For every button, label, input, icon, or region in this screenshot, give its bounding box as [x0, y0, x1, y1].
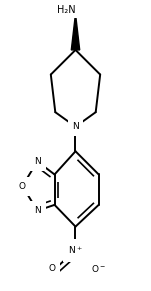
Text: O$^-$: O$^-$: [91, 263, 106, 274]
Text: N$^+$: N$^+$: [68, 244, 83, 256]
Polygon shape: [71, 14, 80, 50]
Text: N: N: [34, 157, 41, 166]
Text: N: N: [34, 206, 41, 215]
Text: O: O: [49, 264, 56, 273]
Text: N: N: [72, 122, 79, 131]
Text: H₂N: H₂N: [57, 5, 76, 15]
Text: O: O: [19, 182, 26, 191]
